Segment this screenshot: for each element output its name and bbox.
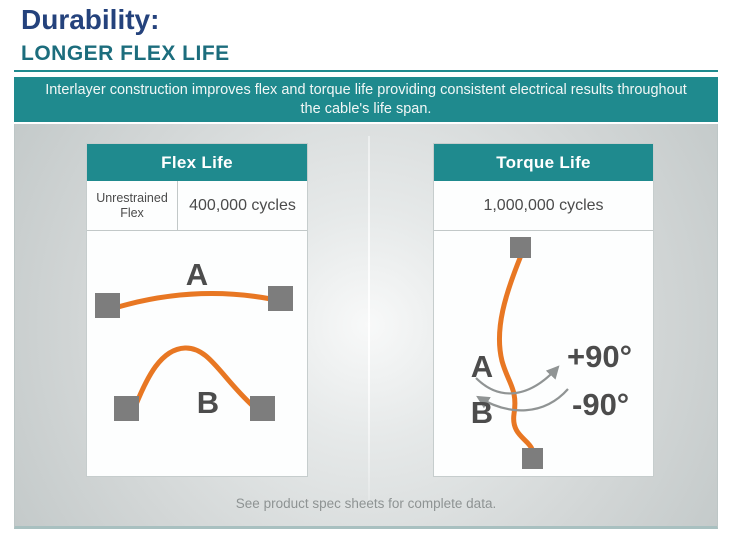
connector-square-a-right	[268, 286, 293, 311]
intro-banner: Interlayer construction improves flex an…	[14, 77, 718, 122]
connector-square-b-right	[250, 396, 275, 421]
torque-life-header: Torque Life	[434, 144, 653, 181]
cable-curve-a	[115, 291, 274, 310]
rotation-arrow-minus-icon	[476, 388, 569, 412]
teal-rule	[14, 70, 718, 72]
rotation-plus-label: +90°	[567, 339, 632, 374]
flex-label-a: A	[185, 257, 209, 292]
torque-cable-graphic	[475, 237, 569, 469]
intro-banner-text: Interlayer construction improves flex an…	[45, 81, 687, 117]
flex-life-spec-row: Unrestrained Flex 400,000 cycles	[87, 181, 307, 231]
flex-label-b: B	[196, 385, 220, 420]
page-subtitle: LONGER FLEX LIFE	[21, 42, 230, 65]
torque-life-panel: Torque Life 1,000,000 cycles A B	[433, 143, 654, 477]
flex-cable-graphic	[95, 286, 293, 421]
diagram-stage: Flex Life Unrestrained Flex 400,000 cycl…	[14, 124, 718, 529]
flex-life-diagram: A B	[87, 231, 307, 476]
flex-life-spec-label: Unrestrained Flex	[87, 181, 178, 230]
torque-life-value: 1,000,000 cycles	[434, 181, 653, 231]
cable-curve-vertical	[497, 255, 535, 452]
flex-life-header: Flex Life	[87, 144, 307, 181]
flex-life-panel: Flex Life Unrestrained Flex 400,000 cycl…	[86, 143, 308, 477]
torque-life-diagram: A B +90° -90°	[434, 231, 653, 476]
cable-curve-b	[132, 345, 256, 410]
torque-label-b: B	[470, 395, 494, 430]
connector-square-top	[510, 237, 531, 258]
torque-label-a: A	[470, 349, 494, 384]
rotation-minus-label: -90°	[572, 387, 630, 422]
center-divider	[368, 136, 370, 508]
flex-life-spec-value: 400,000 cycles	[189, 196, 296, 214]
rotation-arrow-plus-icon	[475, 365, 560, 395]
connector-square-b-left	[114, 396, 139, 421]
page-title: Durability:	[21, 4, 160, 35]
connector-square-bottom	[522, 448, 543, 469]
footer-note: See product spec sheets for complete dat…	[235, 496, 497, 511]
connector-square-a-left	[95, 293, 120, 318]
